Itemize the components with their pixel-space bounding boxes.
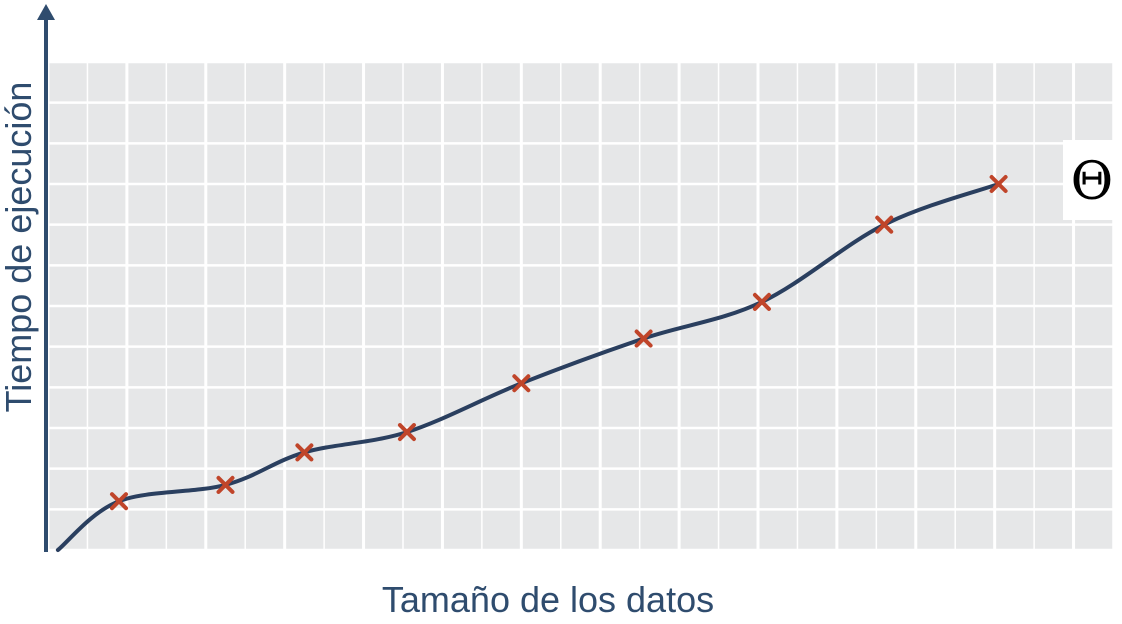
data-point-marker xyxy=(295,443,314,462)
data-point-marker xyxy=(752,292,771,311)
data-point-marker xyxy=(989,175,1008,193)
grid xyxy=(46,60,1114,552)
data-point-marker xyxy=(216,475,235,494)
data-point-marker xyxy=(512,374,531,393)
y-axis-title: Tiempo de ejecución xyxy=(0,82,39,413)
data-point-marker xyxy=(110,492,128,511)
y-axis-arrow xyxy=(37,4,55,20)
annotation-box xyxy=(1063,140,1122,220)
data-point-marker xyxy=(397,423,416,442)
curve-layer xyxy=(55,182,1001,552)
data-point-marker xyxy=(875,215,894,234)
series-line xyxy=(55,182,1001,552)
x-axis-title: Tamaño de los datos xyxy=(382,579,714,620)
data-point-marker xyxy=(634,329,653,348)
theta-annotation: Θ xyxy=(1071,152,1114,212)
marker-layer xyxy=(110,175,1008,511)
axes xyxy=(37,4,55,552)
